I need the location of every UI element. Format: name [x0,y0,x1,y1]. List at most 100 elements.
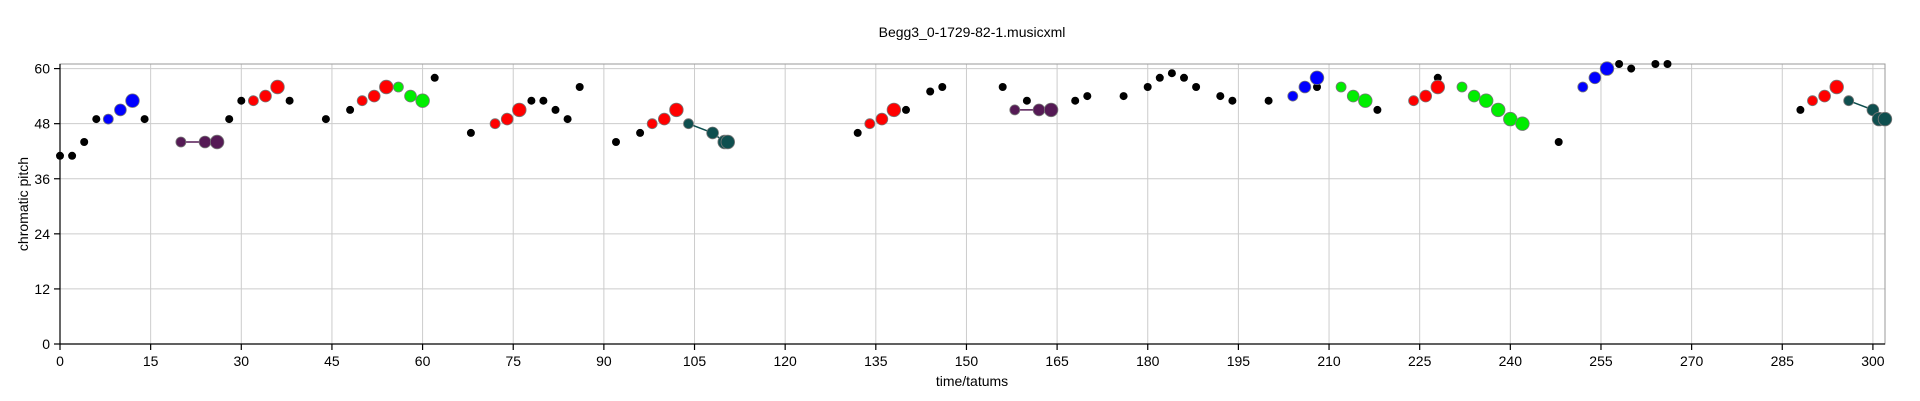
x-tick-label: 30 [234,353,250,369]
x-tick-label: 150 [955,353,979,369]
data-point [1503,111,1518,127]
y-tick-label: 12 [34,281,50,297]
data-point [140,115,149,124]
data-point [563,115,572,124]
data-point [321,115,330,124]
series-lines [180,99,1885,143]
x-tick-label: 0 [56,353,64,369]
data-point [1577,81,1589,93]
y-tick-label: 0 [42,336,50,352]
x-tick-label: 135 [864,353,888,369]
data-point [1433,73,1442,82]
data-point [247,95,259,107]
grid [59,64,1885,345]
data-point [404,89,417,103]
x-tick-label: 225 [1408,353,1432,369]
data-point [1009,104,1021,116]
data-point [356,95,368,107]
data-point [225,115,234,124]
data-point [636,128,645,137]
data-point [539,96,548,105]
data-point [114,103,127,117]
data-point [575,83,584,91]
data-point [864,118,876,130]
data-point [1599,61,1615,76]
data-point [1298,80,1312,94]
data-point [1818,89,1831,103]
data-point [1456,81,1468,93]
data-point [1264,96,1273,105]
data-point [1313,83,1321,91]
data-point [902,105,910,114]
x-tick-label: 165 [1045,353,1069,369]
y-tick-label: 48 [34,116,50,132]
data-point [1228,96,1237,105]
data-point [1358,93,1373,108]
y-axis-label: chromatic pitch [15,157,31,251]
x-tick-label: 240 [1499,353,1523,369]
data-point [1180,73,1188,82]
data-point [1373,105,1382,114]
x-tick-label: 180 [1136,353,1160,369]
data-point [367,89,381,103]
x-tick-label: 285 [1771,353,1795,369]
axes: 0 15 30 45 60 75 90 105 120 135 150 165 180 195 210 225… [34,61,1885,369]
data-point [1627,64,1636,73]
data-point [466,128,475,137]
data-point [1843,95,1855,107]
data-point [853,128,862,137]
data-point [646,118,658,130]
data-point [1155,73,1164,82]
data-point [92,115,101,124]
data-point [80,138,89,146]
x-tick-label: 210 [1317,353,1341,369]
x-axis-label: time/tatums [936,373,1008,389]
data-point [1588,71,1602,85]
y-tick-label: 60 [34,61,50,77]
data-point [1043,102,1059,118]
data-points [56,60,1893,160]
data-point [500,112,514,126]
data-point [706,126,719,140]
data-point [1143,83,1152,91]
data-point [1216,92,1225,101]
data-point [1829,79,1844,95]
data-point [209,134,225,150]
data-point [102,113,114,125]
data-point [1515,116,1530,131]
x-tick-label: 90 [596,353,612,369]
data-point [527,96,536,105]
data-point [1287,90,1299,102]
data-point [237,96,246,105]
data-point [1119,92,1128,101]
x-tick-label: 75 [505,353,521,369]
data-point [125,93,140,108]
x-tick-label: 120 [773,353,797,369]
data-point [1309,70,1325,86]
x-tick-label: 105 [683,353,707,369]
data-point [512,102,527,118]
data-point [1419,89,1432,103]
data-point [1430,79,1446,95]
x-tick-label: 300 [1861,353,1885,369]
data-point [1032,103,1046,117]
data-point [1478,93,1494,108]
data-point [430,73,439,82]
x-tick-label: 15 [143,353,159,369]
x-tick-label: 45 [324,353,340,369]
data-point [1615,60,1624,68]
data-point [1490,102,1506,118]
data-point [669,102,684,118]
data-point [259,89,272,103]
data-point [875,112,889,126]
data-point [68,151,77,160]
y-tick-label: 36 [34,171,50,187]
data-point [1877,111,1893,127]
data-point [1167,69,1176,78]
data-point [720,134,736,150]
data-point [683,118,694,130]
data-point [1083,92,1092,101]
plot-frame [59,63,1886,345]
data-point [1192,83,1201,91]
